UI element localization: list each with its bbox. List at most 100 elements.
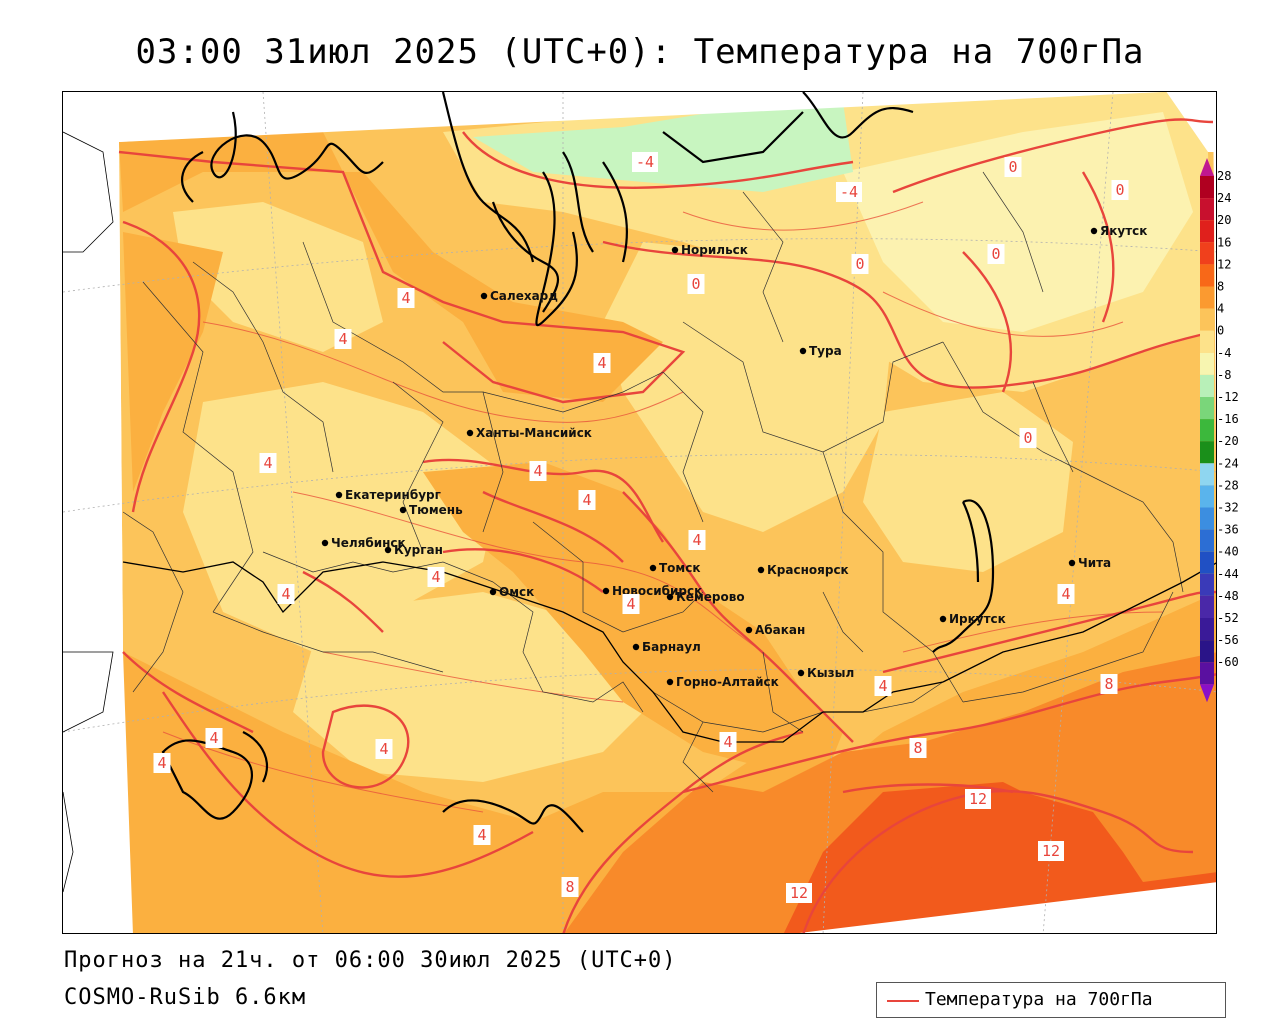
isotherm-label: 4 [473,825,491,845]
model-info: COSMO-RuSib 6.6км [64,985,307,1010]
city-dot [939,615,947,623]
city-marker: Красноярск [757,563,849,577]
isotherm-label: 4 [688,530,706,550]
cities-layer: Норильск Якутск Салехард Тура Ханты-Мансийск… [321,224,1147,689]
colorbar-swatch [1200,352,1214,375]
colorbar-swatch [1200,220,1214,243]
city-dot [632,643,640,651]
isotherm-label-bg [277,584,295,604]
city-label: Красноярск [767,563,849,577]
isotherm-label-text: 12 [1042,842,1060,860]
city-marker: Якутск [1090,224,1147,238]
isotherm-label-bg [334,329,352,349]
isotherm-label: 4 [334,329,352,349]
colorbar-tick-label: 8 [1217,280,1224,294]
isotherm-label-bg [1100,674,1118,694]
city-marker: Кемерово [666,590,745,604]
colorbar-swatch [1200,441,1214,464]
isotherm-label-bg [836,182,862,202]
isotherm-label-bg [205,728,223,748]
city-marker: Тура [799,344,842,358]
isotherm-label: 8 [1100,674,1118,694]
colorbar-swatch [1200,374,1214,397]
forecast-info: Прогноз на 21ч. от 06:00 30июл 2025 (UTC… [64,948,677,973]
isotherm-label-bg [473,825,491,845]
colorbar-tick-label: 4 [1217,302,1224,316]
colorbar-swatch [1200,507,1214,530]
isotherm-label: 4 [375,739,393,759]
isotherm-label-text: 4 [281,585,290,603]
colorbar-swatch [1200,330,1214,353]
colorbar-swatch [1200,662,1214,685]
city-marker: Ханты-Мансийск [466,426,592,440]
colorbar-swatch [1200,397,1214,420]
colorbar-tick-label: 0 [1217,324,1224,338]
colorbar-swatch [1200,551,1214,574]
isotherm-label-bg [622,594,640,614]
isotherm-label: 8 [561,877,579,897]
isotherm-label-text: 4 [477,826,486,844]
city-marker: Тюмень [399,503,463,517]
isotherm-label-text: 4 [263,454,272,472]
legend-line-swatch [887,1000,919,1002]
city-dot [384,546,392,554]
isotherm-label: 12 [786,883,812,903]
isotherm-label: 4 [719,732,737,752]
map-panel[interactable]: Норильск Якутск Салехард Тура Ханты-Мансийск… [62,91,1217,934]
isotherm-label-bg [786,883,812,903]
isotherm-label-bg [632,152,658,172]
city-label: Ханты-Мансийск [476,426,592,440]
isotherm-label: 0 [1111,180,1129,200]
colorbar-tick-label: 20 [1217,213,1231,227]
colorbar-swatch [1200,242,1214,265]
isotherm-label: 4 [593,353,611,373]
colorbar-tick-label: -16 [1217,412,1239,426]
isotherm-label: 4 [205,728,223,748]
isotherm-label-text: 0 [855,255,864,273]
isotherm-label: 4 [397,288,415,308]
isotherm-label-text: 4 [209,729,218,747]
isotherm-label-bg [397,288,415,308]
isotherm-labels: -4 -4 0 0 0 0 0 0 4 4 4 4 4 4 4 4 4 4 4 4 4 4 4 4 4 8 8 8 12 12 12 [153,152,1129,903]
isotherm-label-text: 0 [1008,158,1017,176]
isotherm-label-text: 12 [790,884,808,902]
city-marker: Барнаул [632,640,701,654]
isotherm-label-bg [851,254,869,274]
city-marker: Иркутск [939,612,1006,626]
map-svg[interactable]: Норильск Якутск Салехард Тура Ханты-Мансийск… [63,92,1217,934]
city-dot [757,566,765,574]
colorbar-tick-label: -8 [1217,368,1231,382]
city-label: Екатеринбург [345,488,441,502]
isotherm-label-text: 0 [991,245,1000,263]
colorbar-tick-label: 16 [1217,235,1231,249]
colorbar-tick-label: -40 [1217,545,1239,559]
colorbar-swatch [1200,640,1214,663]
temperature-field [63,92,1216,933]
isotherm-label-text: 4 [1061,585,1070,603]
city-label: Абакан [755,623,805,637]
colorbar-swatch [1200,595,1214,618]
city-dot [797,669,805,677]
city-dot [671,246,679,254]
admin-boundaries [122,171,1184,793]
colorbar-swatch [1200,529,1214,552]
colorbar-swatch [1200,198,1214,221]
city-marker: Чита [1068,556,1111,570]
isotherm-label-bg [153,753,171,773]
city-label: Тура [809,344,842,358]
isotherm-label: 0 [851,254,869,274]
isotherm-label-text: 4 [401,289,410,307]
isotherm-label: 4 [874,676,892,696]
colorbar-tick-label: 24 [1217,191,1231,205]
isotherm-label: 4 [578,490,596,510]
isotherm-label-bg [259,453,277,473]
colorbar-swatch [1200,463,1214,486]
city-label: Чита [1078,556,1111,570]
colorbar-swatch [1200,308,1214,331]
national-border [122,561,1216,743]
city-dot [466,429,474,437]
isotherm-label-text: -4 [840,183,858,201]
isotherm-label-bg [1038,841,1064,861]
isotherm-label-text: 4 [533,462,542,480]
isotherm-label-text: 4 [157,754,166,772]
